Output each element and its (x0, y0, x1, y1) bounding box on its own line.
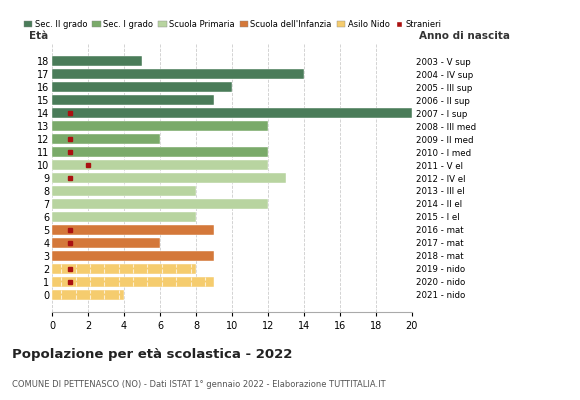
Bar (52, 56, 142, 66)
Bar (52, 134, 160, 144)
Bar (52, 69, 304, 79)
Text: Età: Età (30, 31, 49, 41)
Bar (52, 121, 268, 131)
Bar (52, 95, 214, 105)
Bar (52, 277, 214, 287)
Text: Anno di nascita: Anno di nascita (419, 31, 510, 41)
Bar (52, 238, 160, 248)
Bar (52, 173, 286, 183)
Bar (52, 108, 412, 118)
Text: COMUNE DI PETTENASCO (NO) - Dati ISTAT 1° gennaio 2022 - Elaborazione TUTTITALIA: COMUNE DI PETTENASCO (NO) - Dati ISTAT 1… (12, 380, 385, 389)
Bar (52, 251, 214, 261)
Bar (52, 290, 124, 300)
Legend: Sec. II grado, Sec. I grado, Scuola Primaria, Scuola dell'Infanzia, Asilo Nido, : Sec. II grado, Sec. I grado, Scuola Prim… (24, 20, 441, 29)
Bar (52, 82, 232, 92)
Text: Popolazione per età scolastica - 2022: Popolazione per età scolastica - 2022 (12, 348, 292, 361)
Bar (52, 160, 268, 170)
Bar (52, 212, 196, 222)
Bar (52, 186, 196, 196)
Bar (52, 225, 214, 235)
Bar (52, 147, 268, 157)
Bar (52, 264, 196, 274)
Bar (52, 199, 268, 209)
